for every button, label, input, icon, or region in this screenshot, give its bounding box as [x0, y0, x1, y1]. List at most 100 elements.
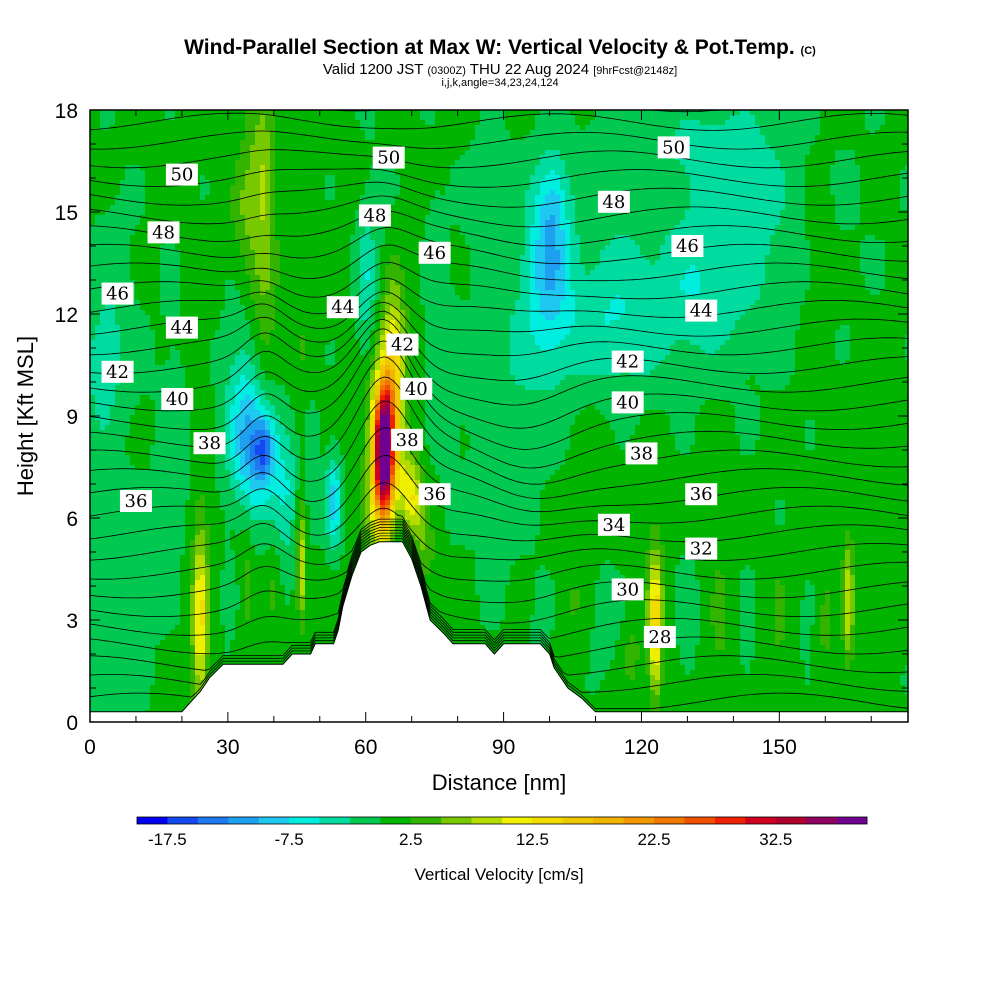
velocity-cell-3610	[100, 220, 106, 226]
velocity-cell-4005	[435, 230, 441, 236]
velocity-cell-4507	[485, 245, 491, 251]
velocity-cell-4170	[440, 235, 446, 241]
velocity-cell-1794	[860, 160, 866, 166]
velocity-cell-4719	[725, 250, 731, 256]
velocity-cell-384	[370, 120, 376, 126]
velocity-cell-4882	[720, 255, 726, 261]
velocity-cell-2071	[605, 170, 611, 176]
velocity-cell-1003	[185, 140, 191, 146]
velocity-cell-664	[130, 130, 136, 136]
velocity-cell-3736	[730, 220, 736, 226]
velocity-cell-3188	[450, 205, 456, 211]
velocity-cell-1411	[585, 150, 591, 156]
velocity-cell-3638	[240, 220, 246, 226]
velocity-cell-1666	[220, 160, 226, 166]
velocity-cell-3405	[715, 210, 721, 216]
velocity-cell-1953	[835, 165, 841, 171]
velocity-cell-2088	[690, 170, 696, 176]
velocity-cell-90	[540, 110, 546, 116]
velocity-cell-3589	[815, 215, 821, 221]
velocity-cell-535	[305, 125, 311, 131]
velocity-cell-3970	[260, 230, 266, 236]
velocity-cell-164	[90, 115, 96, 121]
velocity-cell-918	[580, 135, 586, 141]
velocity-cell-2381	[515, 180, 521, 186]
velocity-cell-4613	[195, 250, 201, 256]
velocity-cell-2026	[380, 170, 386, 176]
velocity-cell-4444	[170, 245, 176, 251]
velocity-cell-1108	[710, 140, 716, 146]
velocity-cell-1293	[815, 145, 821, 151]
velocity-cell-293	[735, 115, 741, 121]
velocity-cell-2620	[890, 185, 896, 191]
velocity-cell-1734	[560, 160, 566, 166]
velocity-cell-588	[570, 125, 576, 131]
velocity-cell-1026	[300, 140, 306, 146]
velocity-cell-4560	[750, 245, 756, 251]
velocity-cell-4951	[245, 260, 251, 266]
velocity-cell-3513	[435, 215, 441, 221]
velocity-cell-137	[775, 110, 781, 116]
velocity-cell-75	[465, 110, 471, 116]
velocity-cell-228	[410, 115, 416, 121]
velocity-cell-6	[120, 110, 126, 116]
velocity-cell-302	[780, 115, 786, 121]
velocity-cell-2786	[900, 190, 906, 196]
velocity-cell-3135	[185, 205, 191, 211]
velocity-cell-430	[600, 120, 606, 126]
velocity-cell-1106	[700, 140, 706, 146]
velocity-cell-1596	[690, 155, 696, 161]
velocity-cell-3717	[635, 220, 641, 226]
velocity-cell-1055	[445, 140, 451, 146]
velocity-cell-1732	[550, 160, 556, 166]
velocity-cell-2206	[460, 175, 466, 181]
velocity-cell-1115	[745, 140, 751, 146]
velocity-cell-3593	[835, 215, 841, 221]
velocity-cell-3472	[230, 215, 236, 221]
velocity-cell-4853	[575, 255, 581, 261]
velocity-cell-2580	[690, 185, 696, 191]
velocity-cell-1671	[245, 160, 251, 166]
velocity-cell-2468	[130, 185, 136, 191]
velocity-cell-3517	[455, 215, 461, 221]
velocity-cell-2013	[315, 170, 321, 176]
velocity-cell-1544	[430, 155, 436, 161]
velocity-cell-2383	[525, 180, 531, 186]
velocity-cell-1309	[895, 145, 901, 151]
velocity-cell-1234	[520, 145, 526, 151]
velocity-cell-1607	[745, 155, 751, 161]
velocity-cell-4885	[735, 255, 741, 261]
velocity-cell-3047	[565, 200, 571, 206]
velocity-cell-903	[505, 135, 511, 141]
velocity-cell-12	[150, 110, 156, 116]
velocity-cell-698	[300, 130, 306, 136]
velocity-cell-4417	[855, 240, 861, 246]
velocity-cell-3992	[370, 230, 376, 236]
velocity-cell-3128	[150, 205, 156, 211]
velocity-cell-2835	[325, 195, 331, 201]
velocity-cell-2860	[450, 195, 456, 201]
velocity-cell-1546	[440, 155, 446, 161]
velocity-cell-2700	[470, 190, 476, 196]
velocity-cell-2632	[130, 190, 136, 196]
velocity-cell-1172	[210, 145, 216, 151]
velocity-cell-337	[135, 120, 141, 126]
velocity-cell-1750	[640, 160, 646, 166]
velocity-cell-916	[570, 135, 576, 141]
velocity-cell-1622	[820, 155, 826, 161]
velocity-cell-3003	[345, 200, 351, 206]
velocity-cell-530	[280, 125, 286, 131]
velocity-cell-3885	[655, 225, 661, 231]
velocity-cell-3848	[470, 225, 476, 231]
velocity-cell-1818	[160, 165, 166, 171]
velocity-cell-2882	[560, 195, 566, 201]
velocity-cell-161	[895, 110, 901, 116]
velocity-cell-1773	[755, 160, 761, 166]
velocity-cell-3351	[445, 210, 451, 216]
velocity-cell-2881	[555, 195, 561, 201]
velocity-cell-831	[145, 135, 151, 141]
velocity-cell-3544	[590, 215, 596, 221]
velocity-cell-3857	[515, 225, 521, 231]
velocity-cell-2597	[775, 185, 781, 191]
velocity-cell-589	[575, 125, 581, 131]
